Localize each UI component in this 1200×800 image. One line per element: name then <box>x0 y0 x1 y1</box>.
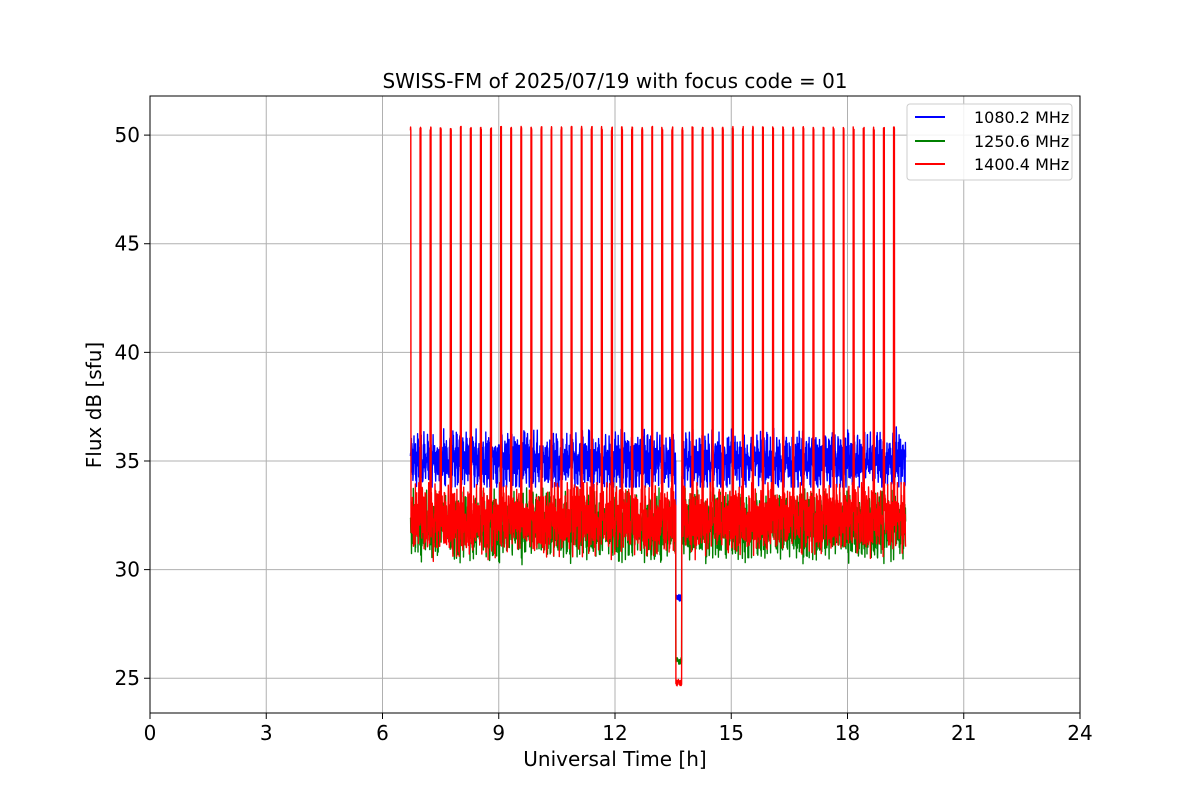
x-tick-label: 12 <box>602 721 627 745</box>
y-axis-label: Flux dB [sfu] <box>82 342 106 468</box>
y-tick-label: 40 <box>115 340 140 364</box>
legend-label-1080: 1080.2 MHz <box>974 108 1069 127</box>
legend: 1080.2 MHz 1250.6 MHz 1400.4 MHz <box>906 103 1073 181</box>
x-axis-ticks: 0 3 6 9 12 15 18 21 24 <box>144 713 1093 745</box>
series-line-2 <box>409 125 907 687</box>
y-tick-label: 45 <box>115 232 140 256</box>
y-axis-ticks: 25 30 35 40 45 50 <box>115 123 150 690</box>
legend-box <box>906 103 1073 181</box>
y-tick-label: 35 <box>115 449 140 473</box>
y-tick-label: 25 <box>115 666 140 690</box>
x-tick-label: 24 <box>1067 721 1092 745</box>
legend-label-1400: 1400.4 MHz <box>974 155 1069 174</box>
x-tick-label: 15 <box>719 721 744 745</box>
chart-title: SWISS-FM of 2025/07/19 with focus code =… <box>382 69 847 93</box>
x-tick-label: 21 <box>951 721 976 745</box>
series-layer <box>409 125 907 687</box>
x-tick-label: 6 <box>376 721 389 745</box>
y-tick-label: 50 <box>115 123 140 147</box>
x-axis-label: Universal Time [h] <box>523 747 706 771</box>
y-tick-label: 30 <box>115 558 140 582</box>
legend-label-1250: 1250.6 MHz <box>974 132 1069 151</box>
x-tick-label: 9 <box>492 721 505 745</box>
x-tick-label: 18 <box>835 721 860 745</box>
x-tick-label: 0 <box>144 721 157 745</box>
x-tick-label: 3 <box>260 721 273 745</box>
